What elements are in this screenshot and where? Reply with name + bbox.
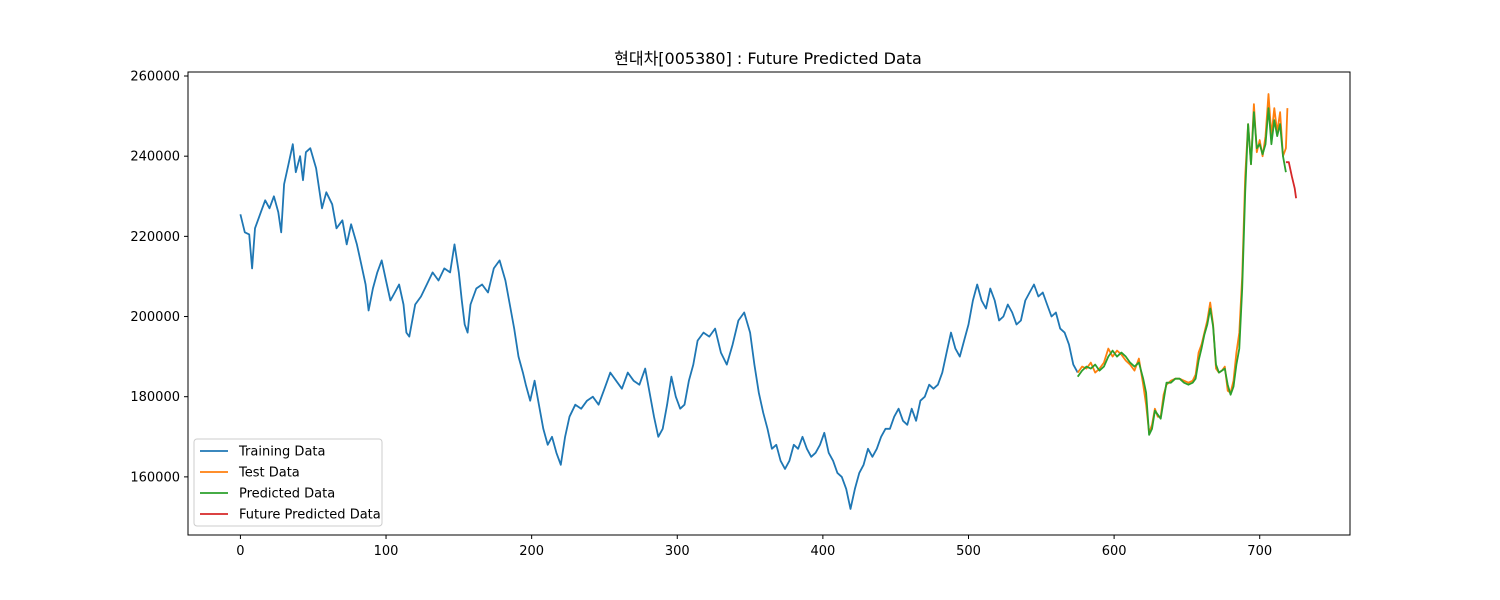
y-tick-label: 260000 — [130, 70, 180, 85]
y-tick-label: 200000 — [130, 310, 180, 325]
legend-label-3: Future Predicted Data — [239, 508, 381, 523]
y-tick-label: 240000 — [130, 150, 180, 165]
y-tick-label: 180000 — [130, 390, 180, 405]
x-tick-label: 700 — [1247, 544, 1272, 559]
x-tick-label: 100 — [374, 544, 399, 559]
legend-label-2: Predicted Data — [239, 487, 335, 502]
series-line-0 — [239, 143, 1079, 510]
x-tick-label: 200 — [519, 544, 544, 559]
series-line-3 — [1285, 161, 1297, 199]
x-tick-label: 600 — [1102, 544, 1127, 559]
x-tick-label: 400 — [810, 544, 835, 559]
legend-items: Training Data Test Data Predicted Data Futu… — [200, 445, 381, 523]
series-line-2 — [1076, 107, 1287, 436]
y-tick-label: 160000 — [130, 470, 180, 485]
x-tick-label: 500 — [956, 544, 981, 559]
y-tick-label: 220000 — [130, 230, 180, 245]
plot-area — [187, 71, 1351, 536]
legend: Training Data Test Data Predicted Data Futu… — [193, 438, 383, 527]
x-axis: 0 100 200 300 400 500 600 700 — [236, 535, 1272, 559]
y-axis: 160000 180000 200000 220000 240000 260000 — [130, 70, 188, 485]
legend-frame — [193, 438, 383, 527]
plot-frame — [187, 71, 1351, 536]
x-tick-label: 300 — [665, 544, 690, 559]
chart-title: 현대차[005380] : Future Predicted Data — [614, 49, 922, 68]
x-tick-label: 0 — [236, 544, 244, 559]
legend-label-1: Test Data — [238, 466, 300, 481]
series-layer — [239, 93, 1297, 510]
legend-label-0: Training Data — [238, 445, 325, 460]
